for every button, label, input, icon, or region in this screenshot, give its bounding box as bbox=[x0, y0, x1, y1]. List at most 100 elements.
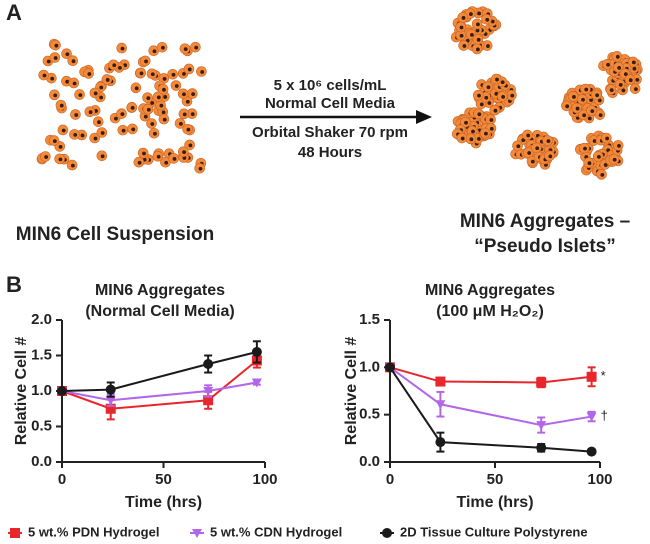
nucleus bbox=[159, 103, 164, 108]
nucleus bbox=[572, 95, 576, 99]
nucleus bbox=[485, 17, 490, 22]
nucleus bbox=[583, 146, 587, 151]
nucleus bbox=[460, 136, 465, 141]
nucleus bbox=[469, 12, 473, 16]
nucleus bbox=[198, 166, 203, 171]
nucleus bbox=[112, 63, 117, 68]
nucleus bbox=[131, 127, 136, 132]
nucleus bbox=[146, 96, 151, 101]
nucleus bbox=[50, 76, 55, 81]
nucleus bbox=[93, 91, 98, 96]
marker bbox=[105, 384, 116, 395]
marker bbox=[536, 421, 547, 431]
nucleus bbox=[44, 155, 49, 159]
nucleus bbox=[156, 95, 161, 100]
nucleus bbox=[462, 44, 467, 48]
x-tick-label: 100 bbox=[252, 471, 277, 488]
nucleus bbox=[461, 16, 466, 20]
nucleus bbox=[565, 104, 570, 109]
nucleus bbox=[500, 80, 505, 85]
nucleus bbox=[58, 144, 63, 149]
series-line bbox=[61, 381, 258, 402]
nucleus bbox=[52, 139, 57, 144]
condition: Normal Cell Media bbox=[265, 95, 396, 112]
nucleus bbox=[163, 95, 168, 99]
nucleus bbox=[100, 154, 105, 159]
marker bbox=[382, 528, 392, 538]
chart-subtitle: (100 μM H₂O₂) bbox=[436, 303, 544, 320]
nucleus bbox=[65, 52, 70, 57]
nucleus bbox=[621, 88, 626, 93]
x-tick-label: 100 bbox=[587, 471, 612, 488]
nucleus bbox=[606, 62, 610, 67]
nucleus bbox=[150, 72, 155, 77]
nucleus bbox=[190, 112, 195, 117]
nucleus bbox=[510, 93, 515, 98]
nucleus bbox=[87, 72, 92, 76]
nucleus bbox=[100, 131, 105, 135]
nucleus bbox=[526, 133, 531, 138]
nucleus bbox=[172, 157, 177, 161]
nucleus bbox=[484, 95, 489, 100]
nucleus bbox=[194, 45, 199, 50]
nucleus bbox=[590, 109, 595, 114]
nucleus bbox=[595, 93, 600, 98]
marker bbox=[385, 362, 395, 373]
nucleus bbox=[46, 59, 51, 64]
x-axis-label: Time (hrs) bbox=[125, 494, 202, 511]
nucleus bbox=[191, 92, 196, 96]
series-line bbox=[389, 366, 592, 427]
marker bbox=[10, 528, 20, 538]
marker bbox=[203, 387, 214, 396]
nucleus bbox=[487, 101, 492, 105]
nucleus bbox=[71, 163, 75, 168]
nucleus bbox=[605, 136, 610, 141]
y-axis-label: Relative Cell # bbox=[13, 337, 30, 446]
arrowhead bbox=[416, 110, 432, 124]
y-tick-label: 0.0 bbox=[31, 453, 52, 470]
nucleus bbox=[65, 79, 70, 84]
nucleus bbox=[582, 113, 587, 118]
nucleus bbox=[475, 47, 480, 52]
y-tick-label: 0.5 bbox=[31, 417, 52, 434]
nucleus bbox=[489, 118, 494, 122]
nucleus bbox=[464, 120, 468, 125]
nucleus bbox=[546, 139, 551, 144]
nucleus bbox=[475, 28, 480, 33]
nucleus bbox=[615, 54, 620, 59]
marker bbox=[251, 346, 262, 357]
nucleus bbox=[459, 25, 464, 30]
nucleus bbox=[73, 132, 78, 137]
nucleus bbox=[617, 65, 622, 70]
nucleus bbox=[603, 163, 608, 167]
nucleus bbox=[628, 78, 633, 83]
nucleus bbox=[490, 19, 495, 24]
marker bbox=[536, 442, 547, 453]
nucleus bbox=[143, 114, 148, 119]
nucleus bbox=[58, 157, 63, 162]
nucleus bbox=[612, 157, 617, 162]
series-line bbox=[389, 366, 592, 453]
nucleus bbox=[53, 93, 58, 98]
nucleus bbox=[477, 93, 481, 98]
nucleus bbox=[152, 49, 157, 54]
nucleus bbox=[186, 127, 191, 132]
nucleus bbox=[42, 73, 47, 78]
nucleus bbox=[185, 99, 190, 104]
nucleus bbox=[600, 172, 605, 177]
nucleus bbox=[164, 160, 169, 165]
nucleus bbox=[479, 102, 484, 107]
panel-label: B bbox=[6, 272, 22, 297]
nucleus bbox=[99, 95, 104, 100]
marker bbox=[192, 529, 202, 538]
marker bbox=[586, 412, 597, 422]
y-tick-label: 0.5 bbox=[359, 406, 380, 423]
nucleus bbox=[587, 161, 592, 166]
marker bbox=[435, 376, 446, 387]
nucleus bbox=[61, 128, 66, 133]
y-axis-label: Relative Cell # bbox=[343, 337, 360, 446]
marker bbox=[203, 359, 214, 370]
nucleus bbox=[188, 143, 193, 148]
x-tick-label: 0 bbox=[386, 471, 394, 488]
